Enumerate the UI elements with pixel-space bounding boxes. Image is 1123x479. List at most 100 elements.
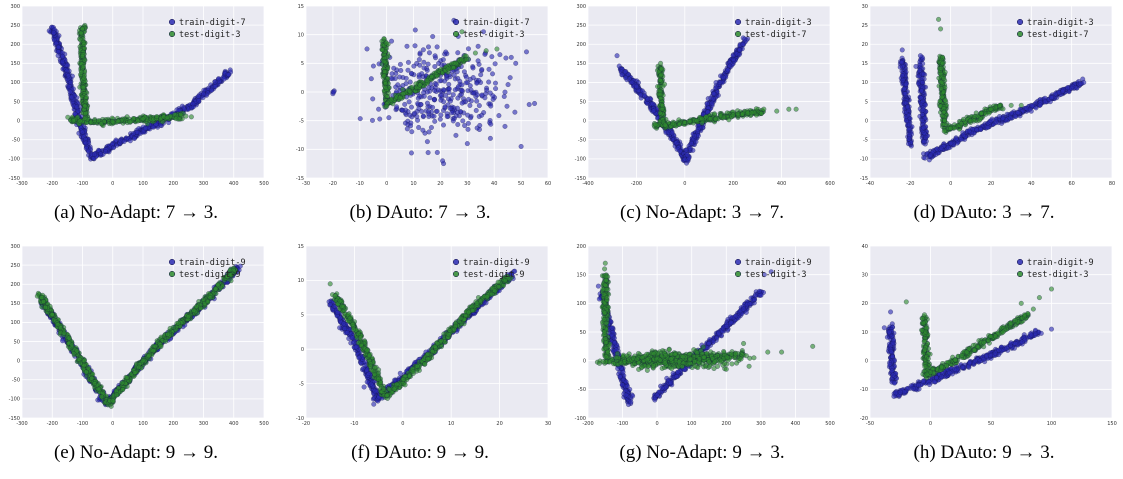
data-point [977,116,983,122]
data-point [478,72,484,78]
data-point [711,91,717,97]
data-point [736,52,742,58]
data-point [488,121,494,127]
data-point [740,111,746,117]
data-point [66,335,72,341]
data-point [432,53,438,59]
data-point [397,61,403,67]
data-point [660,102,666,108]
data-point [368,76,374,82]
data-point [382,84,388,90]
data-point [1048,95,1054,101]
data-point [446,81,452,87]
x-tick-label: 60 [1068,181,1074,187]
legend-label: test-digit-3 [463,30,524,40]
y-tick-label: -100 [9,157,20,163]
data-point [1081,79,1087,85]
data-point [79,129,85,135]
data-point [489,54,495,60]
x-tick-label: 20 [437,181,443,187]
data-point [400,91,406,97]
data-point [993,119,999,125]
data-point [397,74,403,80]
data-point [212,79,218,85]
data-point [450,65,456,71]
data-point [379,47,385,53]
y-tick-label: -10 [860,157,868,163]
x-tick-label: 400 [229,421,239,427]
data-point [479,92,485,98]
data-point [465,112,471,118]
data-point [389,71,395,77]
data-point [938,26,944,32]
x-tick-label: -100 [77,181,88,187]
y-tick-label: 10 [862,80,868,86]
data-point [490,71,496,77]
data-point [619,72,625,78]
data-point [518,143,524,149]
data-point [465,46,471,52]
data-point [424,100,430,106]
data-point [424,78,430,84]
scatter-plot-e: -300 -200 -100 0 100 200 300 400 500-150-100-500… [9,244,269,427]
y-tick-label: 0 [583,118,586,124]
data-point [463,74,469,80]
data-point [1069,85,1075,91]
data-point [67,79,73,85]
legend-label: train-digit-3 [745,18,812,28]
data-point [431,97,437,103]
data-point [727,63,733,69]
data-point [429,74,435,80]
data-point [948,125,954,131]
data-point [111,145,117,151]
data-point [466,96,472,102]
data-point [691,133,697,139]
data-point [393,84,399,90]
x-tick-label: 100 [138,421,148,427]
panel-caption-b: (b) DAuto: 7 → 3. [349,202,491,223]
data-point [941,75,947,81]
data-point [921,125,927,131]
y-tick-label: 100 [576,80,586,86]
data-point [409,104,415,110]
data-point [412,43,418,49]
x-tick-label: 200 [728,181,738,187]
data-point [464,141,470,147]
y-tick-label: 300 [10,244,20,250]
data-point [400,107,406,113]
x-tick-label: 400 [777,181,787,187]
x-tick-label: 0 [111,421,114,427]
data-point [83,94,89,100]
data-point [919,118,925,124]
data-point [425,61,431,67]
data-point [127,138,133,144]
data-point [142,125,148,131]
data-point [80,85,86,91]
data-point [906,122,912,128]
data-point [130,130,136,136]
x-tick-label: -20 [329,181,337,187]
x-tick-label: -200 [631,181,642,187]
data-point [502,89,508,95]
data-point [1008,102,1014,108]
data-point [655,83,661,89]
data-point [386,115,392,121]
data-point [86,148,92,154]
data-point [472,50,478,56]
y-tick-label: 100 [10,80,20,86]
data-point [457,78,463,84]
data-point [710,96,716,102]
legend-label: test-digit-7 [745,30,806,40]
points-layer [614,35,799,166]
data-point [906,141,912,147]
data-point [411,110,417,116]
data-point [484,87,490,93]
data-point [988,106,994,112]
data-point [966,128,972,134]
data-point [903,118,909,124]
data-point [968,118,974,124]
data-point [997,103,1003,109]
data-point [684,152,690,158]
x-tick-label: 10 [410,181,416,187]
data-point [899,60,905,66]
